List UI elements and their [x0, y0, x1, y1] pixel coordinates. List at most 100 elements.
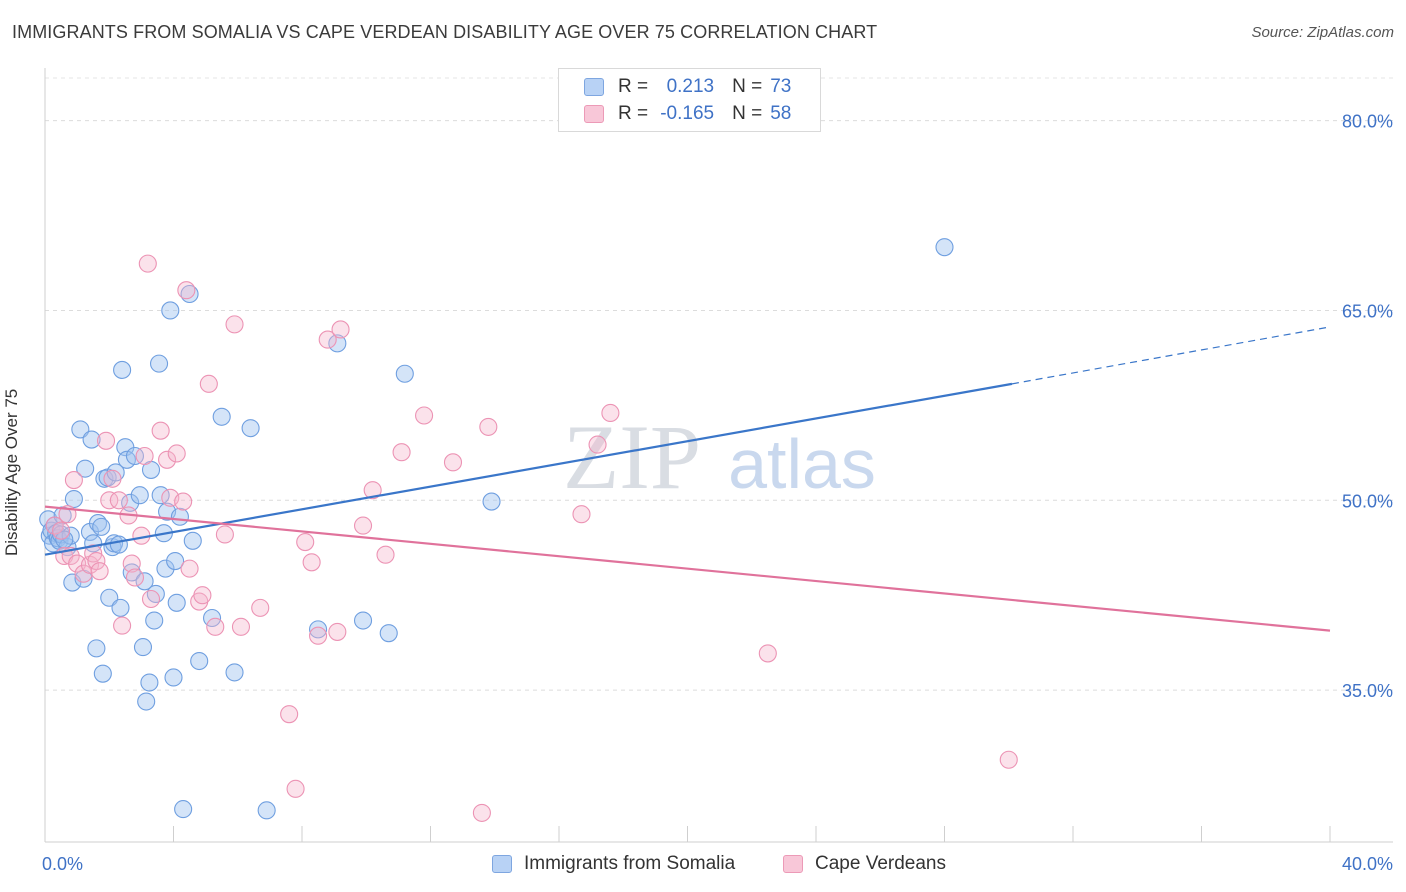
- somalia-point: [482, 492, 501, 511]
- cape-verdean-point: [64, 470, 83, 490]
- somalia-point: [140, 673, 159, 692]
- legend-row-cape: R = -0.165 N = 58: [584, 101, 791, 127]
- cape-verdean-point: [318, 330, 337, 349]
- cape-verdean-point: [215, 525, 234, 544]
- chart-title: IMMIGRANTS FROM SOMALIA VS CAPE VERDEAN …: [12, 22, 878, 42]
- x-tick-label: 0.0%: [42, 854, 83, 874]
- somalia-point: [145, 611, 164, 630]
- cape-verdean-point: [363, 481, 382, 500]
- cape-verdean-point: [158, 450, 177, 469]
- cape-verdean-point: [251, 598, 270, 617]
- somalia-point: [135, 572, 154, 591]
- somalia-point: [353, 611, 373, 630]
- somalia-point: [212, 407, 231, 426]
- cape-verdean-point: [87, 551, 106, 571]
- legend-n-label: N =: [732, 103, 763, 124]
- legend-r-label: R =: [618, 76, 649, 97]
- cape-verdean-point: [415, 406, 434, 425]
- cape-verdean-point: [206, 617, 225, 636]
- cape-verdean-point: [328, 622, 347, 641]
- somalia-point: [241, 419, 260, 438]
- legend-r-value-somalia: 0.213: [666, 76, 715, 97]
- legend-row-somalia: R = 0.213 N = 73: [584, 74, 791, 100]
- cape-verdean-point: [353, 516, 373, 535]
- cape-verdean-point: [479, 417, 498, 436]
- watermark-atlas: atlas: [728, 425, 876, 503]
- somalia-point: [109, 535, 128, 554]
- somalia-point: [113, 360, 132, 379]
- cape-verdean-point: [167, 444, 186, 463]
- cape-verdean-point: [113, 616, 132, 635]
- somalia-point: [64, 489, 83, 509]
- legend-r-label: R =: [618, 103, 649, 124]
- legend-r-value-cape: -0.165: [660, 103, 715, 124]
- somalia-point: [170, 507, 189, 526]
- legend-swatch-somalia: [584, 78, 604, 96]
- legend-n-value-cape: 58: [770, 103, 792, 124]
- somalia-point: [130, 486, 149, 505]
- y-tick-label: 80.0%: [1342, 112, 1393, 132]
- somalia-point: [166, 551, 185, 571]
- cape-verdean-point: [588, 435, 607, 454]
- trend-lines: [44, 326, 1331, 632]
- legend-n-label: N =: [732, 76, 763, 97]
- tick-labels: 35.0% 50.0% 65.0% 80.0% 0.0% 40.0%: [42, 112, 1393, 874]
- cape-verdean-point: [443, 453, 463, 472]
- cape-verdean-point: [572, 505, 591, 524]
- somalia-point: [111, 598, 130, 617]
- cape-verdean-point: [309, 626, 328, 645]
- watermark-zip: ZIP: [563, 406, 701, 508]
- cape-verdean-point: [199, 374, 218, 393]
- somalia-point: [328, 334, 347, 353]
- cape-verdean-point: [225, 315, 244, 334]
- cape-verdean-point: [52, 521, 71, 540]
- cape-verdean-point: [68, 554, 87, 573]
- cape-verdean-point: [100, 491, 119, 510]
- cape-verdean-point: [999, 750, 1018, 769]
- grid-lines: [45, 77, 1393, 691]
- cape-verdean-point: [180, 559, 199, 578]
- somalia-point: [156, 559, 175, 578]
- y-tick-label: 50.0%: [1342, 491, 1393, 511]
- axes: [44, 68, 1393, 843]
- somalia-point: [935, 238, 954, 257]
- cape-verdean-point: [601, 403, 620, 423]
- cape-verdean-point: [109, 491, 128, 510]
- source-label: Source: ZipAtlas.com: [1251, 24, 1394, 41]
- cape-verdean-point: [296, 533, 315, 552]
- somalia-point: [257, 801, 276, 820]
- somalia-point: [379, 624, 398, 643]
- somalia-point: [137, 692, 156, 711]
- somalia-trend-extension: [1011, 326, 1331, 385]
- somalia-point: [71, 420, 90, 439]
- somalia-point: [149, 354, 169, 373]
- cape-verdean-point: [90, 562, 109, 581]
- somalia-point: [164, 668, 183, 687]
- somalia-point: [76, 459, 95, 478]
- somalia-point: [225, 663, 244, 682]
- cape-verdean-point: [758, 644, 777, 663]
- legend-swatch-cape: [584, 105, 604, 123]
- cape-verdean-points: [45, 254, 1018, 822]
- cape-verdean-point: [376, 545, 395, 564]
- somalia-point: [190, 651, 209, 671]
- y-axis-title: Disability Age Over 75: [2, 388, 21, 556]
- somalia-points: [39, 238, 954, 820]
- x-tick-label: 40.0%: [1342, 854, 1393, 874]
- correlation-legend: R = 0.213 N = 73 R = -0.165 N = 58: [558, 68, 821, 132]
- cape-verdean-point: [96, 431, 116, 450]
- cape-verdean-point: [174, 492, 193, 511]
- cape-verdean-point: [286, 779, 305, 798]
- somalia-point: [161, 301, 180, 320]
- y-tick-label: 35.0%: [1342, 681, 1393, 701]
- somalia-point: [309, 620, 328, 639]
- cape-verdean-point: [331, 320, 350, 339]
- bottom-legend-somalia: Immigrants from Somalia: [492, 852, 735, 876]
- somalia-point: [167, 593, 186, 612]
- cape-verdean-trend-line: [44, 505, 1331, 632]
- somalia-point: [92, 517, 111, 536]
- legend-n-value-somalia: 73: [770, 76, 792, 97]
- somalia-point: [82, 430, 101, 449]
- somalia-point: [100, 588, 119, 607]
